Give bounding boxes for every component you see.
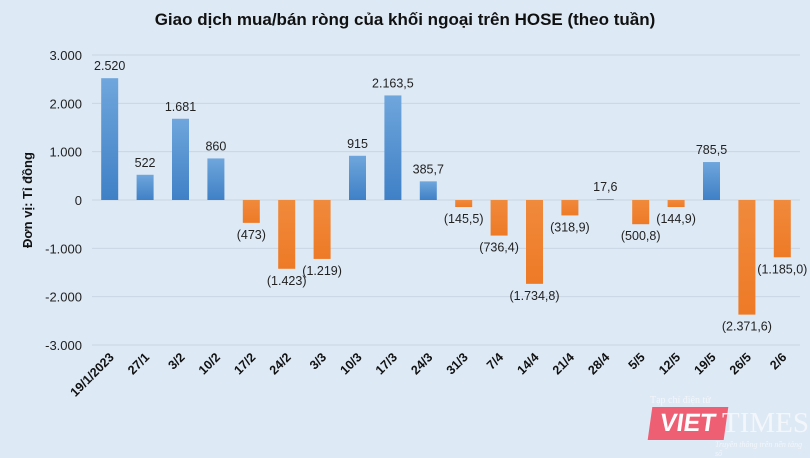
data-label: 1.681 [165, 100, 196, 114]
x-tick-label: 21/4 [550, 350, 577, 377]
data-label: (736,4) [479, 241, 519, 255]
x-tick-label: 19/5 [692, 350, 719, 377]
bar [172, 118, 189, 200]
data-label: (1.423) [267, 274, 307, 288]
bar [632, 200, 650, 225]
bar [596, 199, 614, 200]
x-tick-label: 10/3 [338, 350, 365, 377]
x-tick-label: 2/6 [767, 350, 789, 372]
x-tick-label: 26/5 [727, 350, 754, 377]
x-tick-label: 17/3 [373, 350, 400, 377]
y-axis-label: Đơn vị: Tỉ đồng [20, 152, 35, 248]
viettimes-logo: Tạp chí điện tử VIET TIMES Truyền thông … [640, 395, 810, 458]
x-tick-label: 31/3 [444, 350, 471, 377]
chart-title: Giao dịch mua/bán ròng của khối ngoại tr… [154, 10, 656, 29]
data-label: (1.185,0) [757, 262, 807, 276]
x-tick-label: 10/2 [196, 350, 223, 377]
data-label: 385,7 [413, 162, 444, 176]
data-label: (473) [237, 228, 266, 242]
data-label: (145,5) [444, 212, 484, 226]
bar [207, 158, 225, 200]
logo-times: TIMES [722, 407, 809, 439]
data-label: (1.734,8) [509, 289, 559, 303]
bar [561, 200, 579, 216]
bar [419, 181, 437, 200]
bar [703, 162, 720, 200]
x-tick-label: 3/3 [307, 350, 329, 372]
bar [738, 200, 756, 315]
bar [667, 200, 685, 208]
bar [313, 200, 331, 259]
x-tick-label: 5/5 [626, 350, 648, 372]
data-label: (500,8) [621, 229, 661, 243]
bar [349, 155, 366, 200]
data-label: (2.371,6) [722, 320, 772, 334]
data-label: 522 [135, 156, 156, 170]
bar [526, 200, 543, 284]
bar [278, 200, 296, 269]
x-tick-label: 28/4 [585, 350, 612, 377]
bar [242, 200, 260, 223]
data-label: 860 [205, 139, 226, 153]
y-tick-label: -2.000 [45, 290, 82, 305]
data-label: 2.520 [94, 59, 125, 73]
data-label: 17,6 [593, 180, 617, 194]
bar [384, 95, 402, 200]
y-tick-label: -1.000 [45, 241, 82, 256]
x-tick-label: 19/1/2023 [68, 350, 117, 399]
bar [136, 174, 154, 200]
bar [490, 200, 508, 236]
data-label: 785,5 [696, 143, 727, 157]
data-label: (144,9) [656, 212, 696, 226]
y-tick-label: -3.000 [45, 338, 82, 353]
bar [101, 78, 119, 200]
x-tick-label: 24/3 [408, 350, 435, 377]
logo-viet: VIET [647, 407, 728, 440]
bar [455, 200, 473, 208]
logo-tagline-bottom: Truyền thông trên nền tảng số [715, 440, 803, 458]
x-tick-label: 12/5 [656, 350, 683, 377]
x-tick-label: 24/2 [267, 350, 294, 377]
y-tick-label: 3.000 [49, 48, 82, 63]
y-tick-label: 1.000 [49, 145, 82, 160]
data-label: 2.163,5 [372, 76, 414, 90]
x-tick-label: 17/2 [231, 350, 258, 377]
y-tick-label: 2.000 [49, 96, 82, 111]
data-label: 915 [347, 137, 368, 151]
x-tick-label: 3/2 [165, 350, 187, 372]
logo-tagline-top: Tạp chí điện tử [650, 395, 711, 406]
data-label: (318,9) [550, 220, 590, 234]
bar [773, 200, 791, 258]
x-tick-label: 27/1 [125, 350, 152, 377]
x-tick-label: 14/4 [515, 350, 542, 377]
data-label: (1.219) [302, 264, 342, 278]
x-tick-label: 7/4 [484, 350, 506, 372]
y-tick-label: 0 [75, 193, 82, 208]
